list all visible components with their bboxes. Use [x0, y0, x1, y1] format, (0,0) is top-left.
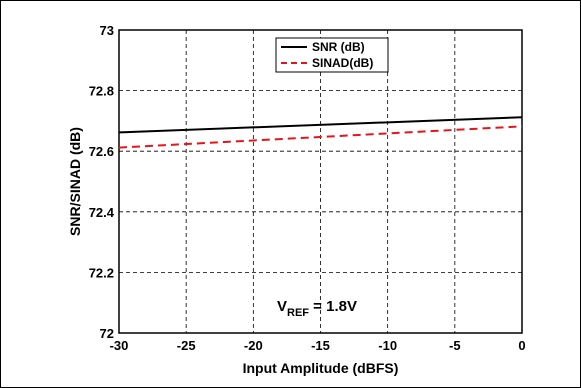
legend-box — [275, 37, 389, 73]
y-tick-label: 72.8 — [89, 84, 114, 99]
x-tick-label: 0 — [518, 338, 525, 353]
series-line-snr — [118, 116, 523, 134]
x-axis-ticks: -30 -25 -20 -15 -10 -5 0 — [110, 338, 526, 353]
x-tick-label: -5 — [449, 338, 461, 353]
vref-annotation-main: V — [277, 298, 287, 315]
y-tick-label: 72 — [100, 326, 114, 341]
plot-area — [118, 29, 523, 334]
legend-label-sinad: SINAD(dB) — [312, 56, 373, 70]
x-tick-label: -30 — [110, 338, 129, 353]
x-tick-label: -15 — [311, 338, 330, 353]
x-tick-label: -20 — [244, 338, 263, 353]
vref-annotation: VREF = 1.8V — [277, 298, 357, 319]
x-axis-title: Input Amplitude (dBFS) — [243, 360, 399, 376]
series-layer — [118, 116, 523, 149]
x-tick-label: -10 — [378, 338, 397, 353]
legend: SNR (dB) SINAD(dB) — [275, 37, 389, 73]
y-axis-title: SNR/SINAD (dB) — [67, 127, 83, 236]
grid — [119, 30, 522, 333]
y-tick-label: 72.4 — [89, 205, 115, 220]
y-tick-label: 72.2 — [89, 265, 114, 280]
y-tick-label: 72.6 — [89, 144, 114, 159]
y-tick-label: 73 — [100, 23, 114, 38]
legend-label-snr: SNR (dB) — [312, 40, 365, 54]
y-axis-ticks: 72 72.2 72.4 72.6 72.8 73 — [89, 23, 115, 341]
vref-annotation-value: = 1.8V — [309, 298, 357, 315]
series-line-sinad — [118, 125, 523, 149]
vref-annotation-subscript: REF — [287, 307, 309, 319]
x-tick-label: -25 — [177, 338, 196, 353]
